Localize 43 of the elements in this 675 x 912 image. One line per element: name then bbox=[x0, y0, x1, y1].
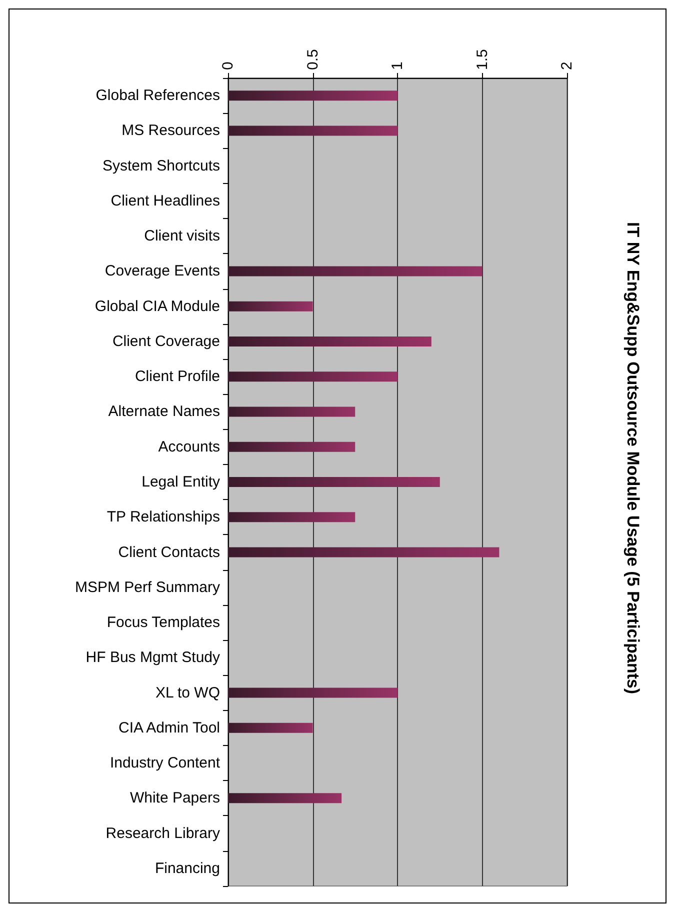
bar bbox=[228, 126, 398, 136]
y-tick-label: Client Profile bbox=[134, 368, 220, 386]
y-tick-label: Client Coverage bbox=[112, 332, 220, 350]
y-tick-label: Financing bbox=[154, 860, 220, 877]
y-tick-label: Client visits bbox=[144, 228, 220, 245]
y-tick-label: XL to WQ bbox=[156, 684, 220, 702]
y-tick-label: System Shortcuts bbox=[102, 157, 220, 174]
y-tick-label: Industry Content bbox=[110, 754, 221, 772]
y-tick-label: Accounts bbox=[158, 438, 220, 456]
x-tick-label: 0.5 bbox=[304, 49, 322, 70]
y-tick-label: Global CIA Module bbox=[94, 298, 220, 315]
y-tick-label: MSPM Perf Summary bbox=[74, 578, 220, 596]
y-tick-label: Focus Templates bbox=[106, 614, 220, 632]
y-tick-label: HF Bus Mgmt Study bbox=[86, 649, 220, 666]
y-tick-label: Client Headlines bbox=[110, 192, 220, 210]
x-tick-label: 1.5 bbox=[474, 49, 491, 70]
bar bbox=[228, 512, 356, 522]
bar bbox=[228, 547, 500, 558]
y-tick-label: Research Library bbox=[106, 824, 220, 842]
y-tick-label: Global References bbox=[96, 87, 220, 104]
x-tick-label: 2 bbox=[558, 62, 576, 70]
bar bbox=[228, 301, 313, 312]
bar bbox=[228, 793, 342, 804]
x-tick-label: 1 bbox=[389, 62, 406, 70]
y-tick-label: Legal Entity bbox=[142, 474, 220, 490]
bar bbox=[228, 336, 432, 346]
bar bbox=[228, 688, 398, 698]
bar bbox=[228, 722, 313, 733]
y-tick-label: Client Contacts bbox=[118, 544, 220, 561]
bar bbox=[228, 406, 356, 417]
bar bbox=[228, 266, 482, 276]
bar bbox=[228, 442, 356, 452]
y-tick-label: Coverage Events bbox=[104, 262, 220, 280]
y-tick-label: White Papers bbox=[130, 790, 220, 807]
y-tick-label: CIA Admin Tool bbox=[118, 719, 220, 736]
bar bbox=[228, 372, 398, 382]
y-tick-label: TP Relationships bbox=[106, 508, 220, 526]
bar bbox=[228, 477, 440, 487]
y-tick-label: Alternate Names bbox=[108, 403, 220, 420]
y-tick-label: MS Resources bbox=[122, 122, 220, 140]
x-tick-label: 0 bbox=[220, 62, 236, 70]
bar bbox=[228, 90, 398, 101]
text: IT NY Eng&Supp Outsource Module Usage (5 Participants) bbox=[624, 222, 642, 694]
